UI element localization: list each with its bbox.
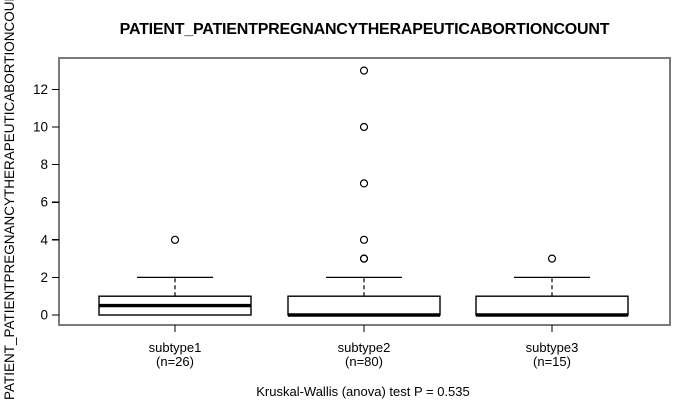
- y-tick-label: 2: [40, 270, 48, 285]
- x-axis-group-label: subtype1 (n=26): [90, 341, 260, 368]
- group-label: subtype2: [337, 340, 391, 355]
- outlier-point: [359, 122, 369, 132]
- chart-title: PATIENT_PATIENTPREGNANCYTHERAPEUTICABORT…: [119, 21, 610, 38]
- outlier-point: [359, 235, 369, 244]
- group-label: subtype3: [525, 340, 579, 355]
- group-label: subtype1: [148, 340, 202, 355]
- y-tick-label: 6: [40, 195, 48, 210]
- outlier-point: [359, 66, 369, 75]
- y-tick-label: 0: [40, 308, 48, 323]
- y-tick-label: 10: [33, 120, 48, 135]
- group-n-label: (n=80): [345, 353, 383, 369]
- x-axis-group-label: subtype3 (n=15): [467, 341, 637, 368]
- box-subtype2: [287, 295, 441, 316]
- box-subtype3: [475, 295, 629, 316]
- x-axis-group-label: subtype2 (n=80): [279, 341, 449, 368]
- y-tick-label: 12: [33, 82, 48, 97]
- group-n-label: (n=26): [156, 353, 194, 369]
- stat-test-result: Kruskal-Wallis (anova) test P = 0.535: [256, 384, 470, 399]
- outlier-point: [359, 254, 369, 263]
- outlier-point: [359, 179, 369, 188]
- y-tick-label: 4: [40, 232, 48, 247]
- y-tick-label: 8: [40, 157, 48, 172]
- group-n-label: (n=15): [533, 353, 571, 369]
- outlier-point: [170, 235, 180, 244]
- outlier-point: [547, 254, 557, 263]
- plot-frame: [58, 57, 671, 326]
